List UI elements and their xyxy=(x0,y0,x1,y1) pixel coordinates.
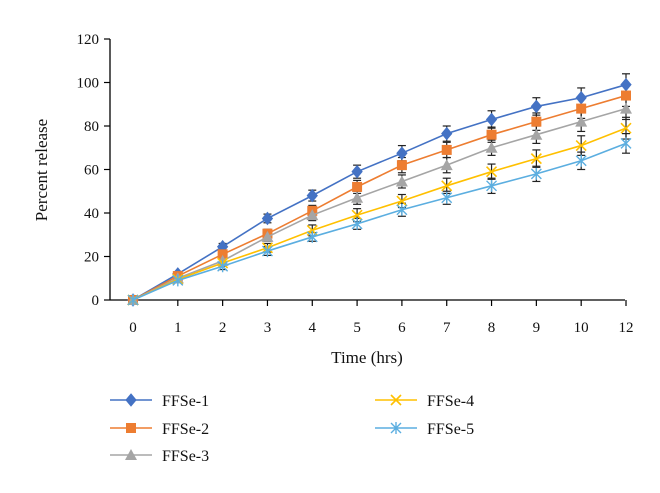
series-line-ffse-3 xyxy=(132,107,627,301)
legend-marker-ffse-2 xyxy=(126,423,136,433)
data-point-ffse-1 xyxy=(306,188,318,203)
data-point-ffse-3 xyxy=(351,191,364,203)
data-point-ffse-1 xyxy=(396,146,408,160)
x-tick-label: 0 xyxy=(129,320,137,336)
data-point-ffse-4 xyxy=(620,122,632,134)
data-point-ffse-1 xyxy=(261,211,274,226)
data-point-ffse-4 xyxy=(396,195,408,207)
legend-label-ffse-3: FFSe-3 xyxy=(162,448,209,465)
data-point-ffse-2 xyxy=(531,116,542,127)
legend-label-ffse-4: FFSe-4 xyxy=(427,393,474,410)
y-tick-label: 80 xyxy=(84,119,99,135)
legend-label-ffse-1: FFSe-1 xyxy=(162,393,209,410)
data-point-ffse-2 xyxy=(217,249,228,260)
y-tick-label: 0 xyxy=(92,293,100,309)
series-line-ffse-5 xyxy=(132,142,627,301)
y-axis-title: Percent release xyxy=(32,119,51,221)
data-point-ffse-5 xyxy=(172,274,184,287)
data-point-ffse-3 xyxy=(261,230,274,242)
data-point-ffse-1 xyxy=(530,99,543,114)
data-point-ffse-5 xyxy=(530,167,542,180)
data-point-ffse-3 xyxy=(485,141,498,153)
x-tick-label: 2 xyxy=(219,320,227,336)
data-point-ffse-1 xyxy=(485,112,498,127)
series-line-ffse-2 xyxy=(132,94,627,301)
series-line-ffse-4 xyxy=(132,127,627,301)
data-point-ffse-1 xyxy=(575,90,587,105)
legend-label-ffse-5: FFSe-5 xyxy=(427,421,474,438)
x-tick-label: 8 xyxy=(488,320,496,336)
x-tick-label: 10 xyxy=(574,320,589,336)
data-point-ffse-5 xyxy=(217,260,229,273)
data-point-ffse-5 xyxy=(441,191,453,204)
legend-marker-ffse-4 xyxy=(390,394,402,406)
x-tick-label: 7 xyxy=(443,320,451,336)
data-point-ffse-2 xyxy=(621,90,631,101)
data-point-ffse-3 xyxy=(395,175,408,187)
data-point-ffse-5 xyxy=(261,245,273,258)
legend-label-ffse-2: FFSe-2 xyxy=(162,421,209,438)
series-line-ffse-1 xyxy=(132,83,627,301)
data-point-ffse-4 xyxy=(485,166,498,178)
data-point-ffse-3 xyxy=(575,115,588,127)
x-tick-label: 6 xyxy=(398,320,406,336)
x-axis-title: Time (hrs) xyxy=(331,348,403,367)
data-point-ffse-2 xyxy=(352,181,363,192)
x-tick-label: 4 xyxy=(309,320,317,336)
data-point-ffse-4 xyxy=(575,140,587,152)
data-point-ffse-3 xyxy=(620,102,632,114)
y-tick-label: 60 xyxy=(84,163,99,179)
y-tick-label: 100 xyxy=(77,76,100,92)
data-point-ffse-2 xyxy=(396,160,407,171)
data-point-ffse-2 xyxy=(441,144,452,155)
data-point-ffse-3 xyxy=(306,209,319,221)
y-tick-label: 20 xyxy=(84,250,99,266)
data-point-ffse-3 xyxy=(440,159,453,171)
x-tick-label: 1 xyxy=(174,320,182,336)
legend-marker-ffse-5 xyxy=(390,422,402,434)
data-point-ffse-5 xyxy=(575,154,587,167)
data-point-ffse-4 xyxy=(441,180,453,192)
data-point-ffse-2 xyxy=(576,103,587,114)
data-point-ffse-5 xyxy=(351,217,363,230)
legend: FFSe-1 FFSe-2 FFSe-3 FFSe-4 FFSe-5 xyxy=(110,393,474,465)
x-tick-label: 3 xyxy=(264,320,272,336)
data-point-ffse-1 xyxy=(620,77,632,92)
data-point-ffse-5 xyxy=(396,203,408,216)
data-point-ffse-3 xyxy=(530,128,543,140)
data-point-ffse-5 xyxy=(620,137,632,150)
data-point-ffse-5 xyxy=(486,179,498,192)
data-point-ffse-5 xyxy=(127,294,139,306)
x-tick-label: 12 xyxy=(619,320,634,336)
x-tick-label: 5 xyxy=(353,320,361,336)
data-point-ffse-4 xyxy=(351,209,363,221)
legend-marker-ffse-1 xyxy=(125,393,137,407)
y-tick-label: 120 xyxy=(77,32,100,48)
data-point-ffse-1 xyxy=(441,126,453,141)
data-point-ffse-4 xyxy=(530,153,542,165)
series-layer xyxy=(127,77,632,307)
y-tick-label: 40 xyxy=(84,206,99,222)
data-point-ffse-5 xyxy=(306,230,318,243)
x-tick-label: 9 xyxy=(533,320,541,336)
data-point-ffse-2 xyxy=(486,129,497,140)
legend-marker-ffse-3 xyxy=(125,449,137,460)
data-point-ffse-1 xyxy=(351,164,363,179)
